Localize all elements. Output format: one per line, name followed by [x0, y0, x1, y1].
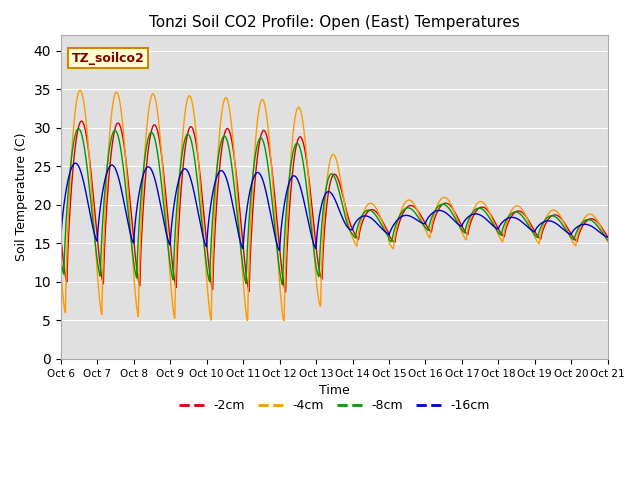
- X-axis label: Time: Time: [319, 384, 349, 397]
- -4cm: [210, 230, 218, 236]
- -4cm: [604, 239, 611, 244]
- -4cm: [243, 318, 251, 324]
- -8cm: [604, 237, 611, 243]
- -2cm: [388, 237, 396, 242]
- -16cm: [72, 160, 79, 166]
- -8cm: [210, 200, 218, 205]
- -16cm: [174, 180, 182, 185]
- -4cm: [604, 239, 612, 245]
- -4cm: [57, 269, 65, 275]
- Line: -8cm: -8cm: [61, 129, 608, 285]
- Title: Tonzi Soil CO2 Profile: Open (East) Temperatures: Tonzi Soil CO2 Profile: Open (East) Temp…: [149, 15, 520, 30]
- -16cm: [210, 185, 218, 191]
- -2cm: [604, 234, 612, 240]
- -4cm: [76, 87, 84, 93]
- Line: -2cm: -2cm: [61, 121, 608, 292]
- Text: TZ_soilco2: TZ_soilco2: [72, 51, 145, 64]
- -16cm: [552, 221, 560, 227]
- -16cm: [388, 225, 396, 231]
- -8cm: [604, 237, 612, 243]
- -2cm: [210, 254, 218, 260]
- -8cm: [75, 126, 83, 132]
- Line: -4cm: -4cm: [61, 90, 608, 321]
- -2cm: [397, 214, 405, 220]
- -8cm: [174, 187, 182, 192]
- -8cm: [388, 239, 396, 244]
- -4cm: [388, 244, 396, 250]
- -8cm: [57, 256, 65, 262]
- -8cm: [552, 215, 560, 220]
- -8cm: [397, 210, 405, 216]
- Legend: -2cm, -4cm, -8cm, -16cm: -2cm, -4cm, -8cm, -16cm: [173, 395, 495, 418]
- -16cm: [276, 248, 284, 253]
- -2cm: [174, 233, 182, 239]
- -16cm: [604, 234, 612, 240]
- -2cm: [77, 118, 85, 124]
- -2cm: [604, 234, 611, 240]
- -16cm: [604, 234, 611, 240]
- -2cm: [282, 289, 289, 295]
- -4cm: [174, 207, 182, 213]
- -16cm: [57, 237, 65, 242]
- -2cm: [57, 235, 65, 240]
- Y-axis label: Soil Temperature (C): Soil Temperature (C): [15, 133, 28, 262]
- -4cm: [397, 207, 405, 213]
- -16cm: [397, 214, 405, 220]
- -2cm: [552, 212, 560, 218]
- Line: -16cm: -16cm: [61, 163, 608, 251]
- -8cm: [279, 282, 287, 288]
- -4cm: [552, 208, 560, 214]
